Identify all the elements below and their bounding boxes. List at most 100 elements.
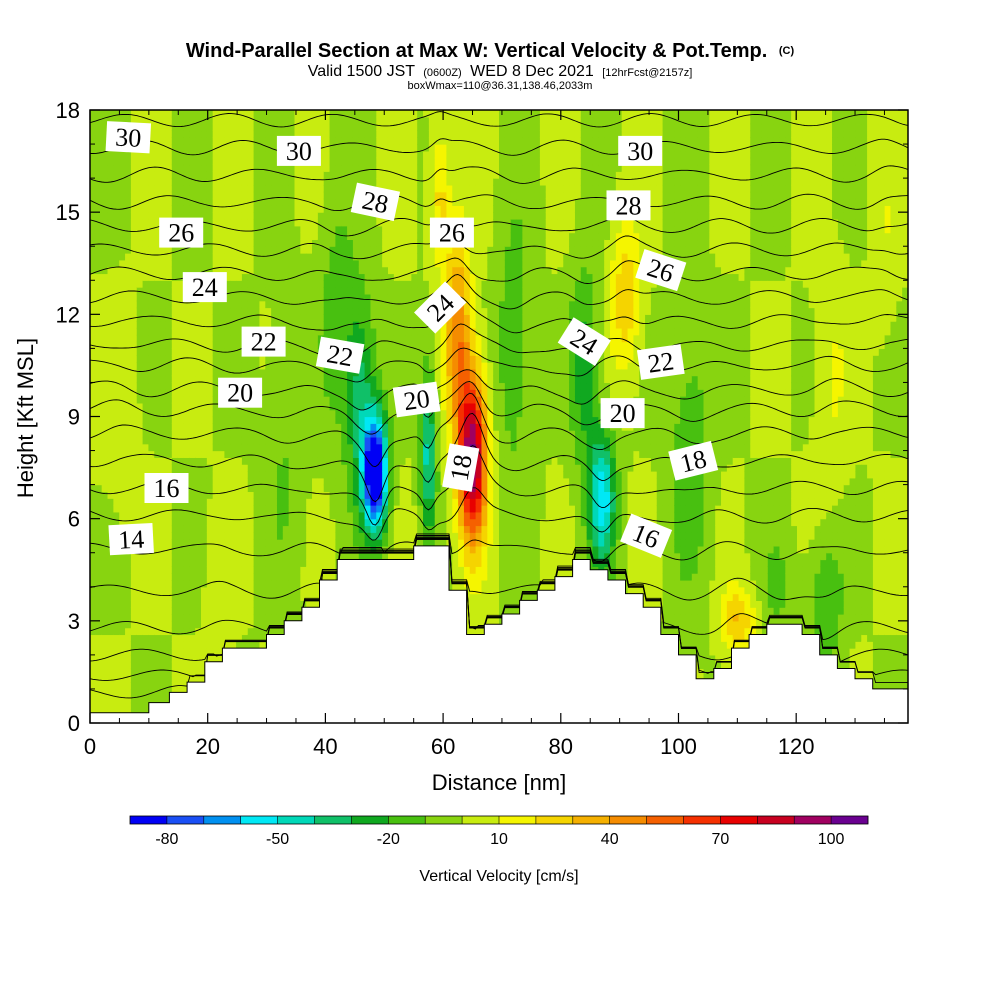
velocity-cell xyxy=(306,525,313,533)
velocity-cell xyxy=(95,239,103,247)
velocity-cell xyxy=(393,137,401,145)
velocity-cell xyxy=(230,327,237,336)
velocity-cell xyxy=(160,552,167,561)
velocity-cell xyxy=(142,423,150,431)
velocity-cell xyxy=(148,212,155,220)
velocity-cell xyxy=(376,341,383,349)
velocity-cell xyxy=(201,607,208,615)
velocity-cell xyxy=(101,218,109,227)
velocity-cell xyxy=(230,259,237,268)
velocity-cell xyxy=(247,450,255,458)
velocity-cell xyxy=(288,450,296,458)
velocity-cell xyxy=(224,545,231,554)
velocity-cell xyxy=(376,362,383,370)
velocity-cell xyxy=(259,287,266,295)
velocity-cell xyxy=(253,627,261,636)
velocity-cell xyxy=(160,212,167,220)
velocity-cell xyxy=(241,157,249,166)
velocity-cell xyxy=(107,668,114,676)
velocity-cell xyxy=(212,375,220,384)
velocity-cell xyxy=(183,212,190,220)
velocity-cell xyxy=(119,593,126,601)
velocity-cell xyxy=(236,430,243,438)
velocity-cell xyxy=(113,505,120,513)
velocity-cell xyxy=(148,505,155,513)
velocity-cell xyxy=(247,457,255,465)
velocity-cell xyxy=(95,464,103,472)
velocity-cell xyxy=(195,348,202,356)
velocity-cell xyxy=(247,627,255,636)
velocity-cell xyxy=(276,239,284,247)
velocity-cell xyxy=(352,409,360,418)
velocity-cell xyxy=(253,246,261,254)
velocity-cell xyxy=(282,566,290,574)
velocity-cell xyxy=(294,232,301,241)
velocity-cell xyxy=(370,293,377,302)
velocity-cell xyxy=(130,266,138,275)
velocity-cell xyxy=(347,287,354,295)
velocity-cell xyxy=(247,443,255,452)
velocity-cell xyxy=(259,627,266,636)
velocity-cell xyxy=(376,532,383,540)
velocity-cell xyxy=(130,327,138,336)
velocity-cell xyxy=(352,110,360,118)
velocity-cell xyxy=(212,321,220,329)
velocity-cell xyxy=(113,191,120,200)
velocity-cell xyxy=(154,389,161,397)
velocity-cell xyxy=(195,634,202,642)
velocity-cell xyxy=(90,518,97,527)
velocity-cell xyxy=(165,518,173,527)
velocity-cell xyxy=(154,641,161,649)
velocity-cell xyxy=(148,300,155,309)
velocity-cell xyxy=(160,539,167,547)
velocity-cell xyxy=(364,518,372,527)
velocity-cell xyxy=(230,593,237,601)
velocity-cell xyxy=(317,375,325,384)
velocity-cell xyxy=(376,239,383,247)
velocity-cell xyxy=(306,375,313,384)
velocity-cell xyxy=(300,218,307,227)
velocity-cell xyxy=(160,150,167,159)
velocity-cell xyxy=(130,559,138,567)
velocity-cell xyxy=(201,150,208,159)
velocity-cell xyxy=(294,198,301,206)
velocity-cell xyxy=(165,334,173,343)
velocity-cell xyxy=(294,375,301,384)
velocity-cell xyxy=(95,532,103,540)
velocity-cell xyxy=(399,368,407,377)
velocity-cell xyxy=(300,470,307,479)
velocity-cell xyxy=(341,539,348,547)
velocity-cell xyxy=(317,232,325,241)
velocity-cell xyxy=(370,164,377,172)
velocity-cell xyxy=(294,614,301,622)
velocity-cell xyxy=(247,430,255,438)
velocity-cell xyxy=(189,130,196,138)
velocity-cell xyxy=(341,266,348,275)
velocity-cell xyxy=(148,430,155,438)
velocity-cell xyxy=(294,171,301,179)
velocity-cell xyxy=(253,293,261,302)
velocity-cell xyxy=(224,532,231,540)
velocity-cell xyxy=(136,110,144,118)
velocity-cell xyxy=(206,518,214,527)
velocity-cell xyxy=(387,157,395,166)
velocity-cell xyxy=(241,178,249,186)
velocity-cell xyxy=(218,362,225,370)
velocity-cell xyxy=(306,246,313,254)
velocity-cell xyxy=(95,293,103,302)
velocity-cell xyxy=(306,123,313,132)
velocity-cell xyxy=(352,130,360,138)
velocity-cell xyxy=(329,552,336,561)
velocity-cell xyxy=(265,178,272,186)
velocity-cell xyxy=(165,137,173,145)
velocity-cell xyxy=(376,116,383,125)
velocity-cell xyxy=(335,498,342,506)
velocity-cell xyxy=(201,205,208,213)
velocity-cell xyxy=(382,416,389,424)
velocity-cell xyxy=(370,368,377,377)
velocity-cell xyxy=(317,416,325,424)
velocity-cell xyxy=(195,430,202,438)
velocity-cell xyxy=(206,491,214,499)
velocity-cell xyxy=(177,443,185,452)
velocity-cell xyxy=(107,443,114,452)
